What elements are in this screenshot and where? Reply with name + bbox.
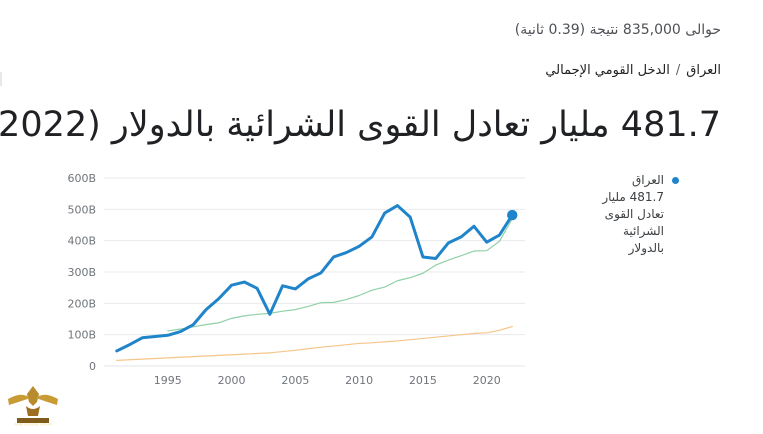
legend-value: 481.7 مليار تعادل القوى الشرائية بالدولا… (602, 190, 664, 255)
y-tick-label: 100B (67, 329, 96, 342)
headline-value: 481.7 مليار تعادل القوى الشرائية بالدولا… (0, 105, 721, 145)
x-tick-label-1: 2000 (218, 374, 246, 387)
y-tick-label: 500B (67, 203, 96, 216)
x-tick-label-2: 2005 (281, 374, 309, 387)
chart-legend[interactable]: العراق 481.7 مليار تعادل القوى الشرائية … (590, 172, 690, 257)
logo-text: ARAB DEFENSE FORUM (14, 423, 51, 427)
x-tick-label-3: 2010 (345, 374, 373, 387)
legend-marker (672, 177, 679, 184)
page-edge-fragment (0, 72, 2, 86)
legend-country: العراق (631, 173, 664, 187)
y-tick-label: 200B (67, 297, 96, 310)
breadcrumb-separator: / (675, 63, 681, 78)
series-line-iraq (115, 204, 514, 353)
latest-value-marker[interactable] (507, 209, 518, 221)
x-tick-label-5: 2020 (473, 374, 501, 387)
comparison-series-line-1 (167, 218, 513, 332)
breadcrumb-indicator[interactable]: الدخل القومي الإجمالي (545, 63, 670, 78)
y-tick-label: 600B (67, 172, 96, 185)
x-tick-label-0: 1995 (154, 374, 182, 387)
y-tick-label: 0 (89, 360, 96, 373)
breadcrumb-country[interactable]: العراق (686, 63, 721, 78)
comparison-series-line-2 (116, 325, 513, 361)
y-tick-label: 300B (67, 266, 96, 279)
breadcrumb: العراق / الدخل القومي الإجمالي (545, 63, 721, 78)
result-stats: حوالى 835,000 نتيجة (0.39 ثانية) (514, 22, 721, 38)
x-tick-label-4: 2015 (409, 374, 437, 387)
arab-defense-forum-logo: ARAB DEFENSE FORUM (8, 386, 58, 427)
y-tick-label: 400B (67, 235, 96, 248)
